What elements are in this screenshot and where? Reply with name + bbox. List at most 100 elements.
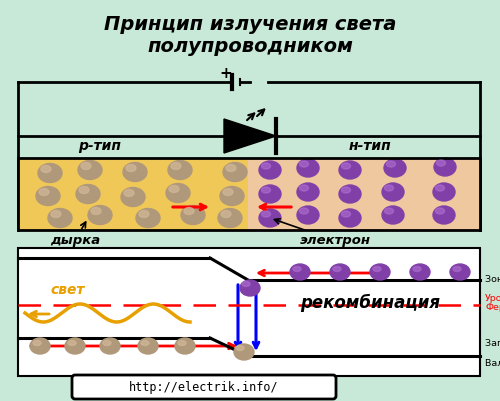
- Ellipse shape: [342, 187, 350, 193]
- Ellipse shape: [36, 186, 60, 205]
- Ellipse shape: [433, 183, 455, 201]
- Ellipse shape: [124, 190, 134, 196]
- Ellipse shape: [236, 346, 244, 350]
- Bar: [18, 158, 480, 230]
- Ellipse shape: [436, 208, 444, 214]
- Ellipse shape: [413, 267, 421, 271]
- Ellipse shape: [139, 211, 149, 217]
- Ellipse shape: [126, 164, 136, 172]
- Text: +: +: [220, 67, 232, 81]
- Ellipse shape: [259, 209, 281, 227]
- Ellipse shape: [262, 163, 270, 169]
- Ellipse shape: [297, 206, 319, 224]
- Ellipse shape: [384, 185, 394, 191]
- Ellipse shape: [370, 264, 390, 280]
- Ellipse shape: [175, 338, 195, 354]
- Text: Зона проводимости: Зона проводимости: [485, 275, 500, 284]
- Polygon shape: [224, 119, 276, 153]
- Ellipse shape: [436, 185, 444, 191]
- Ellipse shape: [342, 211, 350, 217]
- Ellipse shape: [339, 209, 361, 227]
- Ellipse shape: [103, 340, 111, 346]
- Ellipse shape: [262, 187, 270, 193]
- Ellipse shape: [136, 209, 160, 227]
- Ellipse shape: [373, 267, 381, 271]
- Ellipse shape: [297, 159, 319, 177]
- Ellipse shape: [410, 264, 430, 280]
- Ellipse shape: [171, 162, 181, 170]
- Ellipse shape: [38, 164, 62, 182]
- Text: свет: свет: [51, 283, 85, 297]
- Ellipse shape: [169, 186, 179, 192]
- Bar: [248, 158, 480, 230]
- Text: дырка: дырка: [50, 222, 100, 247]
- FancyBboxPatch shape: [72, 375, 336, 399]
- Ellipse shape: [300, 185, 308, 191]
- Ellipse shape: [81, 162, 91, 170]
- Ellipse shape: [433, 206, 455, 224]
- Ellipse shape: [436, 160, 446, 166]
- Text: Принцип излучения света
полупроводником: Принцип излучения света полупроводником: [104, 16, 396, 57]
- Text: рекомбинация: рекомбинация: [300, 294, 440, 312]
- Ellipse shape: [226, 164, 236, 172]
- Ellipse shape: [65, 338, 85, 354]
- Bar: [18, 158, 248, 230]
- Ellipse shape: [297, 183, 319, 201]
- Ellipse shape: [68, 340, 76, 346]
- Ellipse shape: [384, 208, 394, 214]
- Text: н-тип: н-тип: [348, 139, 392, 153]
- Ellipse shape: [39, 188, 49, 196]
- Ellipse shape: [330, 264, 350, 280]
- Text: Запрещённая зона: Запрещённая зона: [485, 338, 500, 348]
- Ellipse shape: [79, 186, 89, 194]
- Ellipse shape: [300, 208, 308, 214]
- Ellipse shape: [290, 264, 310, 280]
- Ellipse shape: [450, 264, 470, 280]
- Text: р-тип: р-тип: [78, 139, 122, 153]
- Ellipse shape: [384, 159, 406, 177]
- Ellipse shape: [223, 188, 233, 196]
- Ellipse shape: [300, 161, 308, 167]
- Bar: [18, 248, 480, 376]
- Ellipse shape: [121, 188, 145, 207]
- Text: электрон: электрон: [274, 219, 370, 247]
- Ellipse shape: [234, 344, 254, 360]
- Ellipse shape: [178, 340, 186, 346]
- Ellipse shape: [88, 205, 112, 225]
- Ellipse shape: [242, 282, 250, 286]
- Ellipse shape: [78, 160, 102, 180]
- Ellipse shape: [48, 209, 72, 227]
- Ellipse shape: [342, 163, 350, 169]
- Ellipse shape: [293, 267, 301, 271]
- Ellipse shape: [434, 158, 456, 176]
- Ellipse shape: [240, 280, 260, 296]
- Text: http://electrik.info/: http://electrik.info/: [129, 381, 279, 393]
- Ellipse shape: [386, 161, 396, 167]
- Ellipse shape: [41, 166, 51, 172]
- Ellipse shape: [221, 211, 231, 217]
- Ellipse shape: [91, 207, 101, 215]
- Ellipse shape: [259, 185, 281, 203]
- Ellipse shape: [453, 267, 461, 271]
- Ellipse shape: [333, 267, 341, 271]
- Ellipse shape: [223, 162, 247, 182]
- Ellipse shape: [138, 338, 158, 354]
- Ellipse shape: [181, 205, 205, 225]
- Ellipse shape: [259, 161, 281, 179]
- Ellipse shape: [262, 211, 270, 217]
- Ellipse shape: [220, 186, 244, 205]
- Ellipse shape: [76, 184, 100, 203]
- Text: Валентная зона: Валентная зона: [485, 360, 500, 369]
- Ellipse shape: [218, 209, 242, 227]
- Ellipse shape: [123, 162, 147, 182]
- Ellipse shape: [30, 338, 50, 354]
- Ellipse shape: [33, 340, 41, 346]
- Text: Уровень
Ферми: Уровень Ферми: [485, 294, 500, 312]
- Ellipse shape: [339, 185, 361, 203]
- Ellipse shape: [166, 184, 190, 203]
- Ellipse shape: [382, 206, 404, 224]
- Ellipse shape: [141, 340, 149, 346]
- Ellipse shape: [51, 211, 61, 217]
- Ellipse shape: [184, 207, 194, 215]
- Ellipse shape: [168, 160, 192, 180]
